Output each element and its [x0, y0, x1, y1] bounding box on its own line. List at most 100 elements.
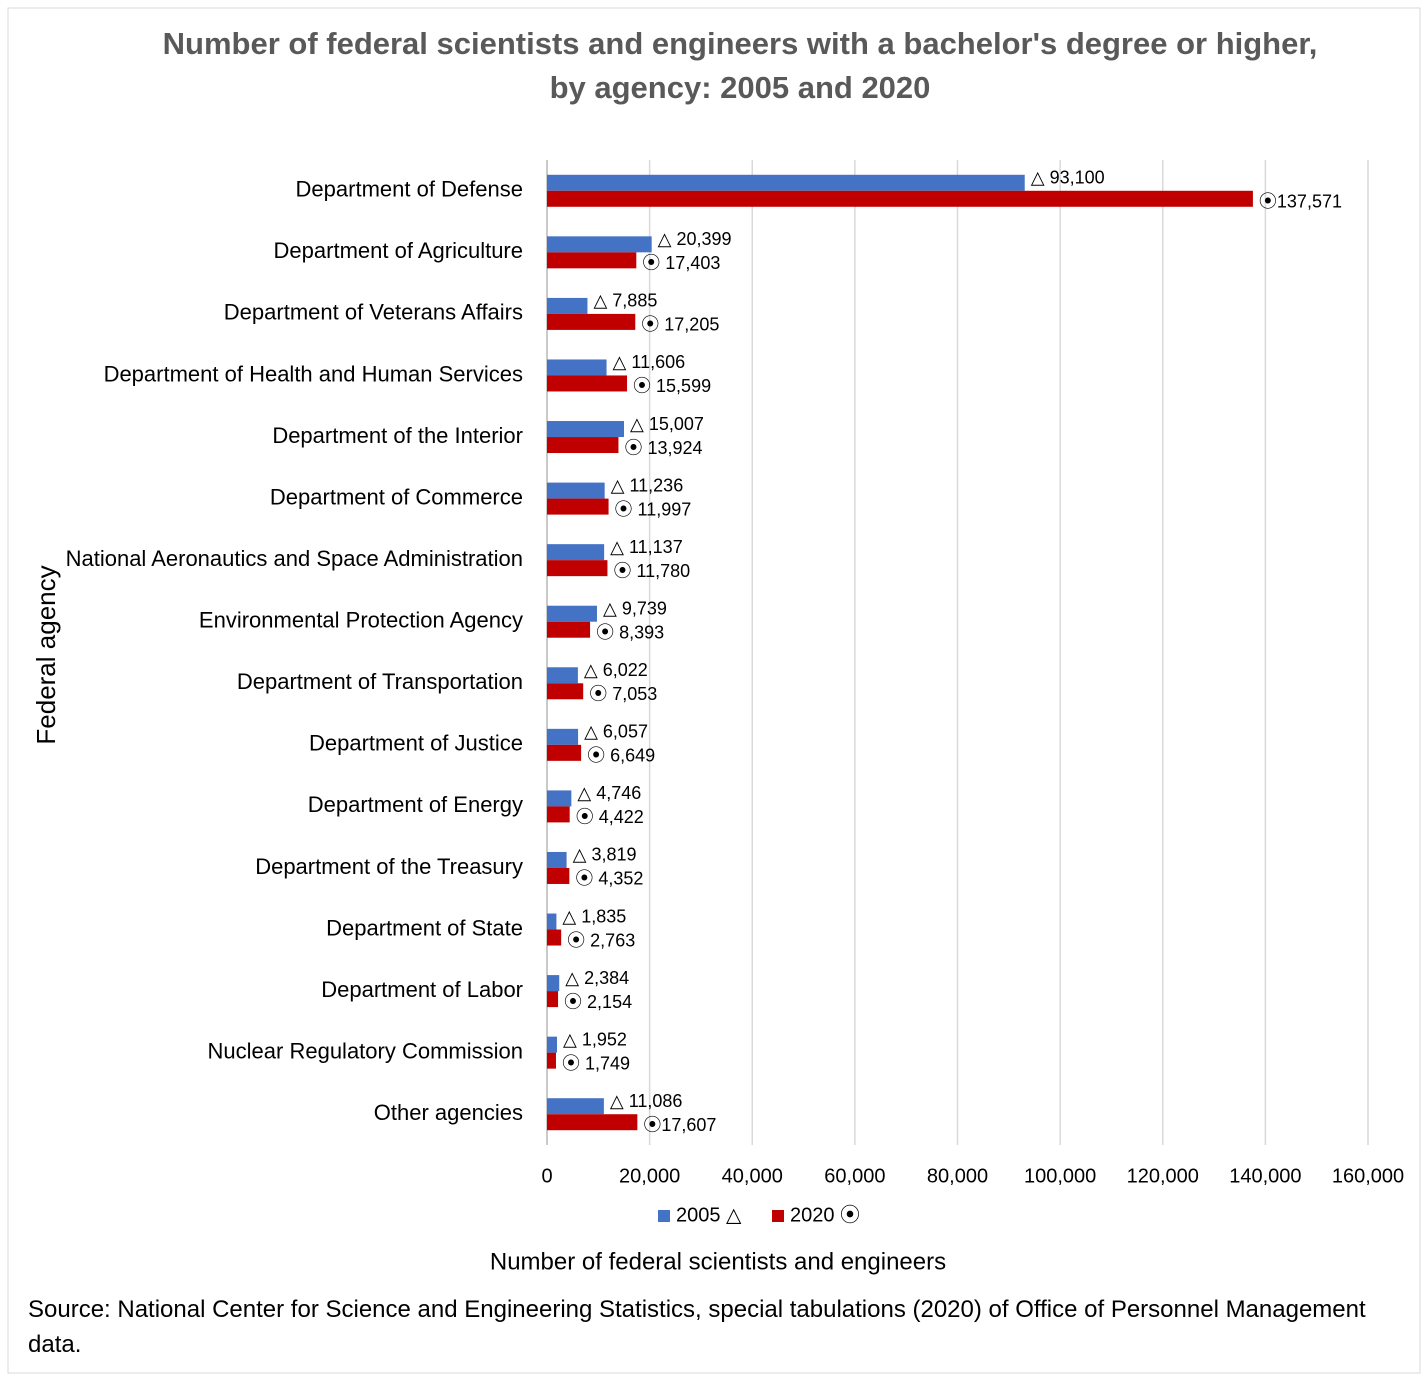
bar [547, 621, 591, 638]
bar [547, 174, 1025, 191]
data-label: ⦿ 8,393 [596, 622, 664, 642]
y-tick-label: Department of Agriculture [274, 238, 523, 263]
bar [547, 359, 607, 376]
bar [547, 1036, 558, 1053]
data-label: △ 20,399 [658, 229, 732, 249]
data-label: △ 2,384 [565, 968, 629, 988]
data-label: ⦿ 11,780 [613, 561, 690, 581]
data-label: △ 6,057 [584, 722, 648, 742]
legend-label: 2005 △ [676, 1204, 742, 1226]
bar [547, 482, 605, 499]
y-tick-label: Department of Veterans Affairs [224, 300, 523, 325]
y-tick-label: Department of the Treasury [255, 854, 523, 879]
bar [547, 728, 579, 745]
y-axis-title: Federal agency [31, 565, 61, 744]
data-label: △ 3,819 [573, 845, 637, 865]
bar [547, 437, 619, 454]
bar [547, 313, 636, 330]
x-tick-label: 160,000 [1332, 1165, 1404, 1187]
y-tick-label: Other agencies [374, 1100, 523, 1125]
bar [547, 667, 578, 684]
y-tick-label: National Aeronautics and Space Administr… [66, 546, 523, 571]
legend-swatch [772, 1210, 784, 1222]
data-label: △ 1,835 [562, 906, 626, 926]
data-label: △ 4,746 [577, 783, 641, 803]
bar [547, 806, 570, 823]
bar [547, 991, 559, 1008]
x-axis-title: Number of federal scientists and enginee… [490, 1248, 946, 1275]
data-label: △ 6,022 [584, 660, 648, 680]
x-tick-label: 120,000 [1127, 1165, 1199, 1187]
bar [547, 683, 584, 700]
bar [547, 1114, 638, 1131]
data-label: ⦿ 7,053 [589, 684, 657, 704]
y-tick-label: Nuclear Regulatory Commission [208, 1038, 523, 1063]
data-label: ⦿ 11,997 [615, 499, 692, 519]
data-label: ⦿ 17,205 [641, 315, 719, 335]
data-label: ⦿ 4,352 [575, 869, 643, 889]
bar [547, 421, 625, 438]
data-label: ⦿ 17,403 [642, 253, 720, 273]
data-label: △ 11,137 [610, 537, 683, 557]
bar [547, 544, 605, 561]
y-tick-label: Department of Defense [296, 177, 523, 202]
bar [547, 790, 572, 807]
x-tick-label: 60,000 [824, 1165, 885, 1187]
data-label: ⦿ 2,763 [567, 930, 635, 950]
data-label: ⦿ 4,422 [576, 807, 644, 827]
x-tick-label: 40,000 [722, 1165, 783, 1187]
data-label: ⦿ 13,924 [624, 438, 702, 458]
bar [547, 297, 588, 314]
bar [547, 560, 608, 577]
bar [547, 975, 560, 992]
bar [547, 236, 652, 253]
bar [547, 375, 628, 392]
data-label: △ 11,236 [611, 475, 684, 495]
y-tick-label: Department of Transportation [237, 669, 523, 694]
y-tick-label: Department of Labor [321, 977, 523, 1002]
x-tick-label: 0 [541, 1165, 552, 1187]
data-label: ⦿137,571 [1259, 192, 1342, 212]
frame [7, 7, 1421, 1374]
data-label: ⦿ 2,154 [564, 992, 632, 1012]
x-tick-label: 140,000 [1229, 1165, 1301, 1187]
x-tick-label: 100,000 [1024, 1165, 1096, 1187]
bar [547, 744, 582, 761]
bar [547, 867, 570, 884]
bar [547, 498, 609, 515]
bar [547, 929, 562, 946]
data-label: ⦿ 6,649 [587, 746, 655, 766]
data-label: ⦿ 15,599 [633, 376, 711, 396]
bar [547, 605, 597, 622]
data-label: △ 11,086 [610, 1091, 683, 1111]
data-label: ⦿ 1,749 [562, 1053, 630, 1073]
x-tick-label: 20,000 [619, 1165, 680, 1187]
data-label: △ 11,606 [613, 352, 686, 372]
legend-label: 2020 ⦿ [790, 1203, 860, 1226]
bar [547, 1052, 556, 1069]
source-note: Source: National Center for Science and … [28, 1296, 1366, 1358]
data-label: △ 7,885 [593, 291, 657, 311]
data-label: ⦿17,607 [643, 1115, 716, 1135]
bar [547, 190, 1253, 207]
data-label: △ 1,952 [563, 1029, 627, 1049]
bar [547, 1098, 604, 1115]
x-tick-label: 80,000 [927, 1165, 988, 1187]
bar [547, 913, 557, 930]
data-label: △ 9,739 [603, 598, 667, 618]
y-tick-label: Department of Energy [308, 792, 523, 817]
y-tick-label: Department of the Interior [272, 423, 523, 448]
y-tick-label: Environmental Protection Agency [199, 608, 523, 633]
legend-swatch [658, 1210, 670, 1222]
chart-title: Number of federal scientists and enginee… [162, 26, 1318, 105]
data-label: △ 15,007 [630, 414, 704, 434]
data-label: △ 93,100 [1031, 168, 1105, 188]
y-tick-label: Department of Health and Human Services [104, 361, 523, 386]
y-tick-label: Department of State [326, 915, 523, 940]
bar [547, 252, 637, 269]
y-tick-label: Department of Justice [309, 731, 523, 756]
bar [547, 851, 567, 868]
y-tick-label: Department of Commerce [270, 484, 523, 509]
